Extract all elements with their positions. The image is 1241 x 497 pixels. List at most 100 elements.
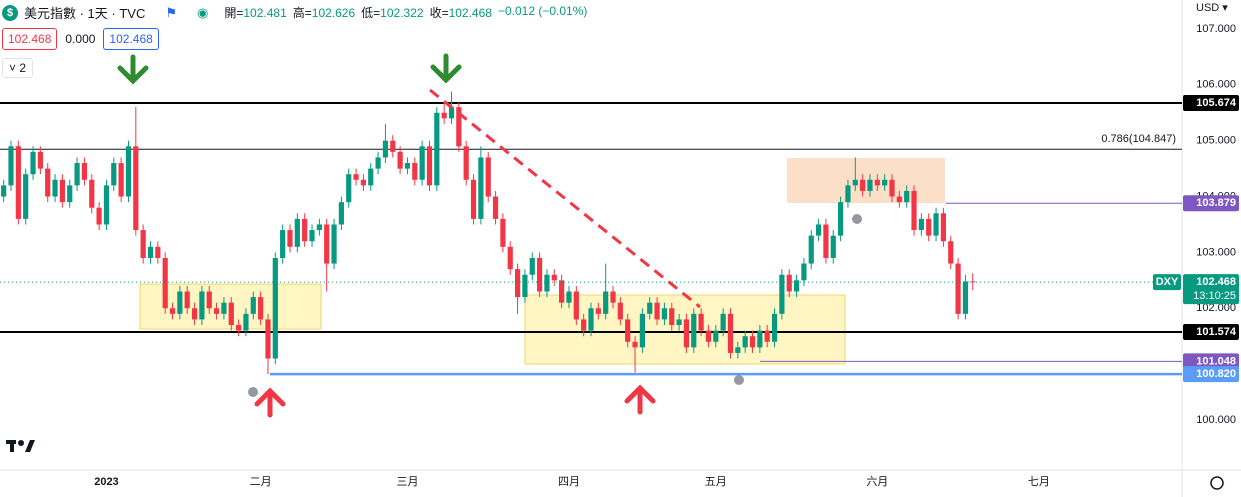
y-tick-label: 103.000 [1196,246,1236,258]
candle-body [177,291,183,314]
candle-body [272,257,278,359]
candle-body [81,163,88,180]
candle-body [155,246,161,258]
candle-body [492,196,499,219]
candle-body [426,146,433,186]
ohlc-label: 高= [292,6,312,20]
price-label-box [1183,324,1239,341]
currency: USD [1196,2,1220,14]
ohlc-value: 102.468 [448,6,492,20]
candle-body [676,319,682,326]
candle-body [228,302,234,326]
candle-body [742,336,748,348]
candle-body [89,179,95,208]
candle-body [749,336,756,348]
candle-body [698,313,704,331]
candle-body [559,280,565,303]
candle-body [434,112,440,186]
candle-body [236,325,242,331]
price-label-box [1183,195,1239,212]
ohlc-values: 開=102.481 高=102.626 低=102.322 收=102.468 … [224,4,587,21]
price-label: 105.674 [1196,97,1237,109]
alert-icon [248,214,862,397]
candle-body [30,151,36,175]
y-tick-label: 102.000 [1196,302,1236,314]
candle-body [294,218,300,247]
price-label: 101.048 [1196,355,1236,367]
candle-body [74,163,80,186]
y-tick-label: 105.000 [1196,135,1236,147]
price-label-box [1183,353,1239,370]
candle-body [632,341,638,348]
x-tick-label: 五月 [705,476,727,488]
flag-icon[interactable]: ⚑ [165,4,177,20]
candle-body [309,230,315,242]
candle-body [346,174,352,203]
candle-body [103,185,110,225]
candle-body [368,168,374,186]
candle-body [639,313,645,348]
candle-body [111,163,117,186]
candle-body [243,313,249,331]
candle-body [720,313,726,331]
arrow [254,384,656,418]
last-price-box [1183,274,1239,305]
candle-body [23,174,29,219]
price-label-box [1183,366,1239,383]
last-price-label: 102.468 [1196,276,1236,288]
candle-body [478,157,484,219]
candle-body [147,246,154,258]
price-label: 103.879 [1196,197,1236,209]
candle-body [661,308,668,320]
candle-body [360,179,367,186]
x-tick-label: 2023 [94,476,118,488]
candle-body [625,319,631,342]
candle-body [874,179,880,186]
symbol-title[interactable]: 美元指數 · 1天 · TVC [24,6,146,21]
candle-body [404,163,411,169]
candle-body [867,179,873,191]
x-tick-label: 三月 [396,476,418,488]
candle-body [933,213,939,236]
price-label-box [1183,95,1239,112]
candle-body [566,291,572,303]
candle-body [581,319,587,331]
candle-body [456,107,462,147]
candle-body [397,151,403,169]
arrow [117,53,462,85]
price-label: 100.820 [1196,368,1236,380]
settings-icon[interactable] [1210,476,1224,490]
ohlc-label: 開= [224,6,244,20]
candle-body [948,241,954,264]
candle-body [537,257,543,292]
sell-price[interactable]: 102.468 [2,28,58,50]
collapse-button[interactable]: ˅ 2 [2,58,34,78]
candle-body [507,246,513,270]
candle-body [852,179,858,186]
currency-select[interactable]: USD ▾ [1196,2,1228,14]
symbol-box [1153,274,1181,291]
candle-body [727,313,734,353]
buy-price[interactable]: 102.468 [103,28,159,50]
x-tick-label: 七月 [1028,475,1050,488]
candle-body [45,168,51,197]
candle-body [823,224,829,258]
candle-body [610,291,616,303]
candle-body [96,207,102,225]
candle-body [67,185,73,203]
candle-body [250,297,256,314]
indicator-count: 2 [19,61,27,75]
candle-body [647,302,653,314]
candle-body [771,313,778,342]
x-tick-label: 四月 [558,476,580,488]
candle-body [206,291,212,309]
eye-icon[interactable]: ◉ [197,4,209,20]
candle-body [904,190,910,203]
y-tick-label: 100.000 [1196,414,1236,426]
candle-body [375,157,381,169]
candle-body [213,308,220,314]
candle-body [786,274,792,292]
candle-body [911,190,917,231]
ohlc-label: 收= [429,6,449,20]
candle-body [654,302,660,320]
